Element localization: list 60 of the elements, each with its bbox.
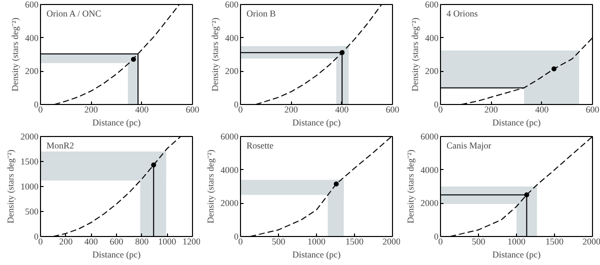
x-tick-label: 200: [284, 104, 298, 114]
y-tick-label: 2000: [220, 198, 239, 208]
x-tick-label: 200: [59, 236, 74, 246]
y-tick-label: 4000: [420, 164, 439, 175]
x-tick-label: 500: [272, 236, 286, 246]
y-axis-title: Density (stars deg⁻²): [206, 150, 216, 224]
y-tick-label: 600: [25, 0, 39, 10]
y-tick-label: 600: [425, 0, 439, 10]
text: Orion B: [246, 8, 276, 18]
text: Canis Major: [446, 140, 492, 150]
x-tick-label: 800: [135, 236, 150, 246]
x-tick-label: 400: [335, 104, 350, 114]
x-axis-title: Distance (pc): [492, 250, 541, 260]
y-tick-label: 200: [25, 66, 39, 76]
y-axis-title: Density (stars deg⁻²): [6, 150, 16, 224]
x-tick-label: 1500: [546, 236, 564, 246]
x-tick-label: 1000: [308, 236, 326, 246]
x-tick-label: 1000: [158, 236, 177, 246]
y-tick-label: 400: [25, 32, 39, 43]
x-tick-label: 2000: [582, 236, 600, 246]
y-tick-label: 6000: [220, 132, 239, 142]
x-axis-title: Distance (pc): [492, 118, 541, 128]
y-tick-label: 2000: [420, 198, 439, 208]
chart-title: 4 Orions: [446, 8, 478, 18]
x-tick-label: 600: [110, 236, 124, 246]
x-axis-title: Distance (pc): [92, 250, 141, 260]
x-tick-label: 1200: [182, 236, 201, 246]
y-tick-label: 400: [225, 32, 239, 43]
x-tick-label: 400: [135, 104, 150, 114]
x-tick-label: 200: [484, 104, 498, 114]
y-tick-label: 200: [425, 66, 439, 76]
y-axis-title: Density (stars deg⁻²): [406, 150, 416, 224]
y-axis-title: Density (stars deg⁻²): [410, 18, 420, 92]
x-axis-title: Distance (pc): [292, 250, 341, 260]
y-axis-title: Density (stars deg⁻²): [10, 18, 20, 92]
x-tick-label: 1000: [508, 236, 526, 246]
x-tick-label: 500: [472, 236, 486, 246]
x-tick-label: 600: [586, 104, 600, 114]
x-axis-title: Distance (pc): [92, 118, 141, 128]
y-tick-label: 600: [225, 0, 239, 10]
y-tick-label: 1500: [20, 156, 39, 166]
y-tick-label: 400: [425, 32, 439, 43]
x-axis-title: Distance (pc): [292, 118, 341, 128]
text: Rosette: [246, 140, 274, 150]
x-tick-label: 400: [535, 104, 550, 114]
text: Orion A / ONC: [46, 8, 102, 18]
x-tick-label: 400: [84, 236, 98, 246]
x-tick-label: 1500: [346, 236, 364, 246]
y-tick-label: 4000: [220, 164, 239, 175]
y-tick-label: 1000: [20, 182, 39, 192]
x-tick-label: 600: [386, 104, 400, 114]
chart-title: MonR2: [46, 140, 74, 150]
y-axis-title: Density (stars deg⁻²): [210, 18, 220, 92]
x-tick-label: 600: [186, 104, 200, 114]
x-tick-label: 2000: [382, 236, 401, 246]
y-tick-label: 500: [25, 206, 39, 216]
y-tick-label: 6000: [420, 132, 439, 142]
x-tick-label: 200: [84, 104, 98, 114]
y-tick-label: 2000: [20, 132, 39, 142]
y-tick-label: 200: [225, 66, 239, 76]
